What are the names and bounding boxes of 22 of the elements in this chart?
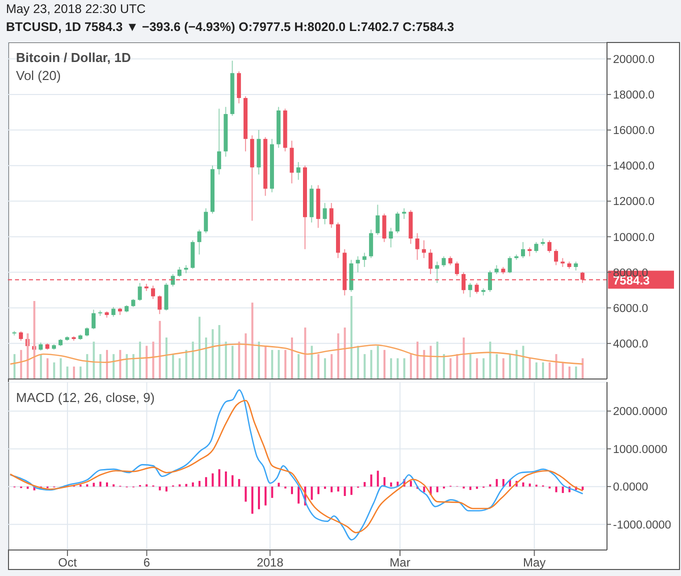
y-tick-label: 2000.0000 xyxy=(613,406,668,418)
text: Bitcoin / Dollar, 1D xyxy=(16,50,131,65)
y-tick-label: 6000.0 xyxy=(613,302,648,315)
x-tick-label: May xyxy=(522,556,546,570)
y-tick-label: 4000.0 xyxy=(613,338,648,351)
text: BTCUSD, 1D 7584.3 ▼ −393.6 (−4.93%) O:7977.5 H:8020.0 L:7402.7 C:7584.3 xyxy=(6,20,454,34)
text: MACD (12, 26, close, 9) xyxy=(16,390,155,405)
y-tick-label: 0.0000 xyxy=(613,482,648,494)
y-tick-label: 16000.0 xyxy=(613,125,655,138)
chart-title: Vol (20) xyxy=(16,68,61,83)
y-tick-label: 18000.0 xyxy=(613,90,655,102)
x-tick-label: Oct xyxy=(58,556,78,570)
y-tick-label: 20000.0 xyxy=(613,54,655,66)
text: May 23, 2018 22:30 UTC xyxy=(6,2,146,16)
x-tick-label: Mar xyxy=(390,556,410,570)
x-tick-label: 6 xyxy=(143,556,150,570)
y-tick-label: 12000.0 xyxy=(613,196,655,208)
x-tick-label: 2018 xyxy=(256,556,284,570)
y-tick-label: -1000.0000 xyxy=(613,519,672,532)
y-tick-label: 10000.0 xyxy=(613,232,655,244)
y-tick-label: 14000.0 xyxy=(613,160,655,173)
y-tick-label: 1000.0000 xyxy=(613,444,668,456)
